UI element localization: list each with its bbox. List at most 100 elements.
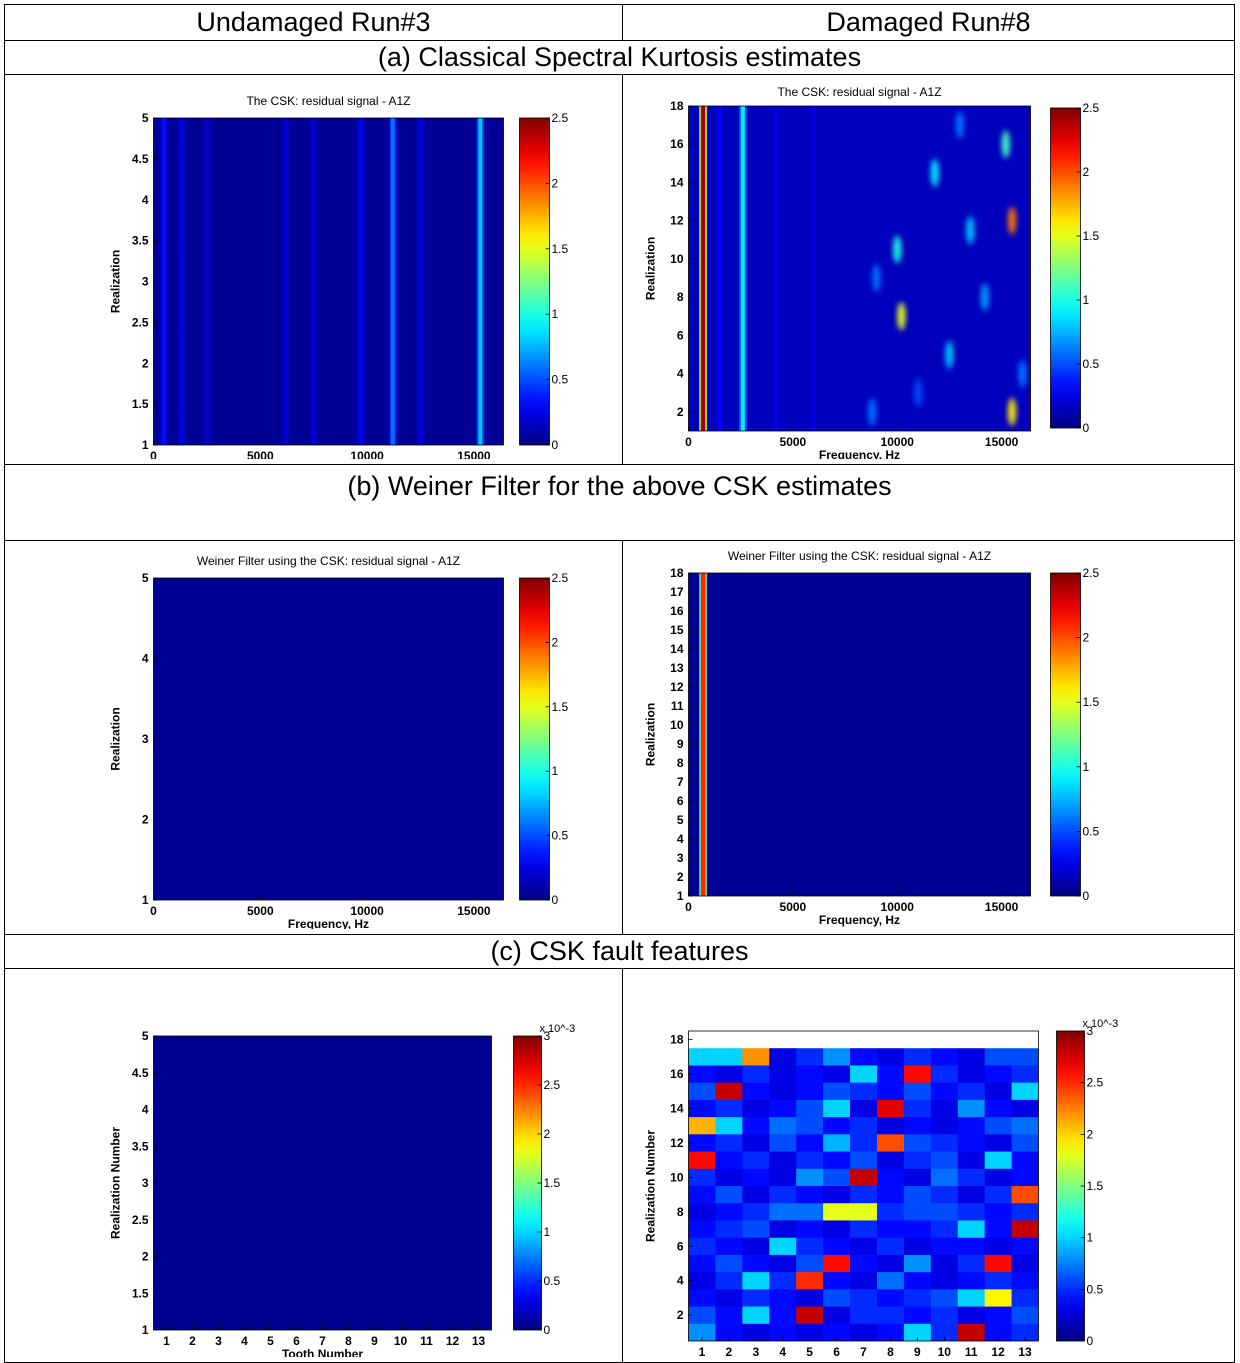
colorbar-tick-label: 0.5 (551, 373, 568, 387)
heatmap-cell (957, 1306, 985, 1325)
heatmap-cell (876, 1237, 904, 1256)
heatmap-cell (903, 1272, 931, 1290)
heatmap-stripe (161, 118, 166, 445)
heatmap-cell (1011, 1323, 1038, 1341)
heatmap-cell (930, 1134, 958, 1153)
plot-group: Weiner Filter using the CSK: residual si… (643, 549, 1099, 927)
heatmap-cell (795, 1065, 824, 1084)
heatmap-cell (768, 1306, 797, 1325)
x-tick-label: 4 (779, 1345, 786, 1357)
x-tick-label: 8 (345, 1334, 352, 1348)
heatmap-cell (688, 1306, 716, 1325)
heatmap-cell (768, 1289, 797, 1308)
heatmap-cell (849, 1203, 877, 1221)
heatmap-blob (930, 158, 939, 187)
heatmap-cell (795, 1254, 824, 1273)
heatmap-cell (876, 1099, 904, 1118)
colorbar-tick-label: 1.5 (551, 242, 568, 256)
y-tick-label: 2 (141, 356, 148, 370)
colorbar-tick-label: 1 (1082, 760, 1089, 774)
heatmap-cell (1011, 1065, 1038, 1084)
colorbar-tick-label: 1.5 (1086, 1179, 1103, 1193)
heatmap-cell (876, 1168, 904, 1187)
colorbar-tick-label: 2.5 (1082, 566, 1099, 580)
heatmap-stripe (204, 118, 209, 445)
colorbar-tick-label: 2 (1082, 165, 1089, 179)
colorbar-tick-label: 2.5 (1086, 1076, 1103, 1090)
colorbar-tick-label: 0 (551, 438, 558, 452)
heatmap-cell (849, 1117, 877, 1135)
heatmap-cell (714, 1323, 743, 1341)
colorbar-scale-label: x 10^-3 (539, 1023, 575, 1035)
y-tick-label: 4 (676, 1274, 683, 1288)
heatmap-cell (714, 1237, 743, 1256)
x-tick-label: 5 (806, 1345, 813, 1357)
heatmap-cell (849, 1323, 877, 1341)
plot-frame (687, 105, 1031, 432)
section-a-title: (a) Classical Spectral Kurtosis estimate… (4, 40, 1235, 75)
y-tick-label: 16 (670, 137, 684, 151)
x-tick-label: 5000 (779, 435, 806, 449)
y-tick-label: 1 (676, 889, 683, 903)
heatmap-area (153, 578, 503, 900)
heatmap-cell (876, 1272, 904, 1290)
y-tick-label: 2 (141, 813, 148, 827)
y-tick-label: 15 (670, 623, 684, 637)
colorbar-tick-label: 1.5 (1082, 695, 1099, 709)
heatmap-cell (795, 1134, 824, 1153)
heatmap-cell (741, 1306, 770, 1325)
heatmap-background (153, 578, 503, 900)
x-tick-label: 15000 (984, 435, 1018, 449)
heatmap-cell (795, 1186, 824, 1204)
heatmap-blob (913, 378, 922, 407)
x-axis-label: Frequency, Hz (287, 917, 368, 929)
heatmap-cell (822, 1323, 851, 1341)
heatmap-cell (984, 1168, 1012, 1187)
heatmap-cell (1011, 1220, 1038, 1239)
x-tick-label: 7 (860, 1345, 867, 1357)
x-tick-label: 13 (471, 1334, 485, 1348)
heatmap-cell (849, 1099, 877, 1118)
heatmap-cell (741, 1186, 770, 1204)
colorbar-tick-label: 1 (551, 764, 558, 778)
heatmap-cell (876, 1065, 904, 1084)
heatmap-cell (903, 1065, 931, 1084)
heatmap-cell (768, 1272, 797, 1290)
plot-group: The CSK: residual signal - A1Z 0 5000 10000… (108, 94, 568, 476)
colorbar-tick-label: 2 (551, 176, 558, 190)
heatmap-cell (1011, 1289, 1038, 1308)
x-tick-label: 12 (445, 1334, 459, 1348)
colorbar-tick-label: 1.5 (551, 700, 568, 714)
heatmap-cell (822, 1306, 851, 1325)
heatmap-cell (903, 1323, 931, 1341)
heatmap-cell (795, 1099, 824, 1118)
colorbar (512, 1035, 542, 1331)
heatmap-cell (795, 1203, 824, 1221)
heatmap-background (153, 1036, 491, 1330)
y-tick-label: 6 (676, 328, 683, 342)
y-tick-label: 2 (676, 1308, 683, 1322)
y-tick-label: 4 (676, 367, 683, 381)
heatmap-cell (957, 1289, 985, 1308)
y-tick-label: 2.5 (131, 1213, 148, 1227)
heatmap-cell (822, 1117, 851, 1135)
heatmap-cell (688, 1048, 716, 1066)
x-tick-label: 2 (189, 1334, 196, 1348)
heatmap-area (153, 118, 503, 445)
heatmap-stripe (283, 118, 288, 445)
heatmap-cell (795, 1151, 824, 1170)
colorbar (1055, 1030, 1085, 1342)
heatmap-cell (957, 1323, 985, 1341)
heatmap-cell (1011, 1082, 1038, 1101)
y-tick-label: 1.5 (131, 397, 148, 411)
heatmap-cell (903, 1289, 931, 1308)
heatmap-cell (741, 1048, 770, 1066)
colorbar-tick-label: 2.5 (551, 111, 568, 125)
heatmap-cell (741, 1254, 770, 1273)
heatmap-cell (1011, 1306, 1038, 1325)
y-tick-label: 7 (676, 775, 683, 789)
colorbar-tick-label: 1 (1082, 293, 1089, 307)
heatmap-cell (688, 1237, 716, 1256)
